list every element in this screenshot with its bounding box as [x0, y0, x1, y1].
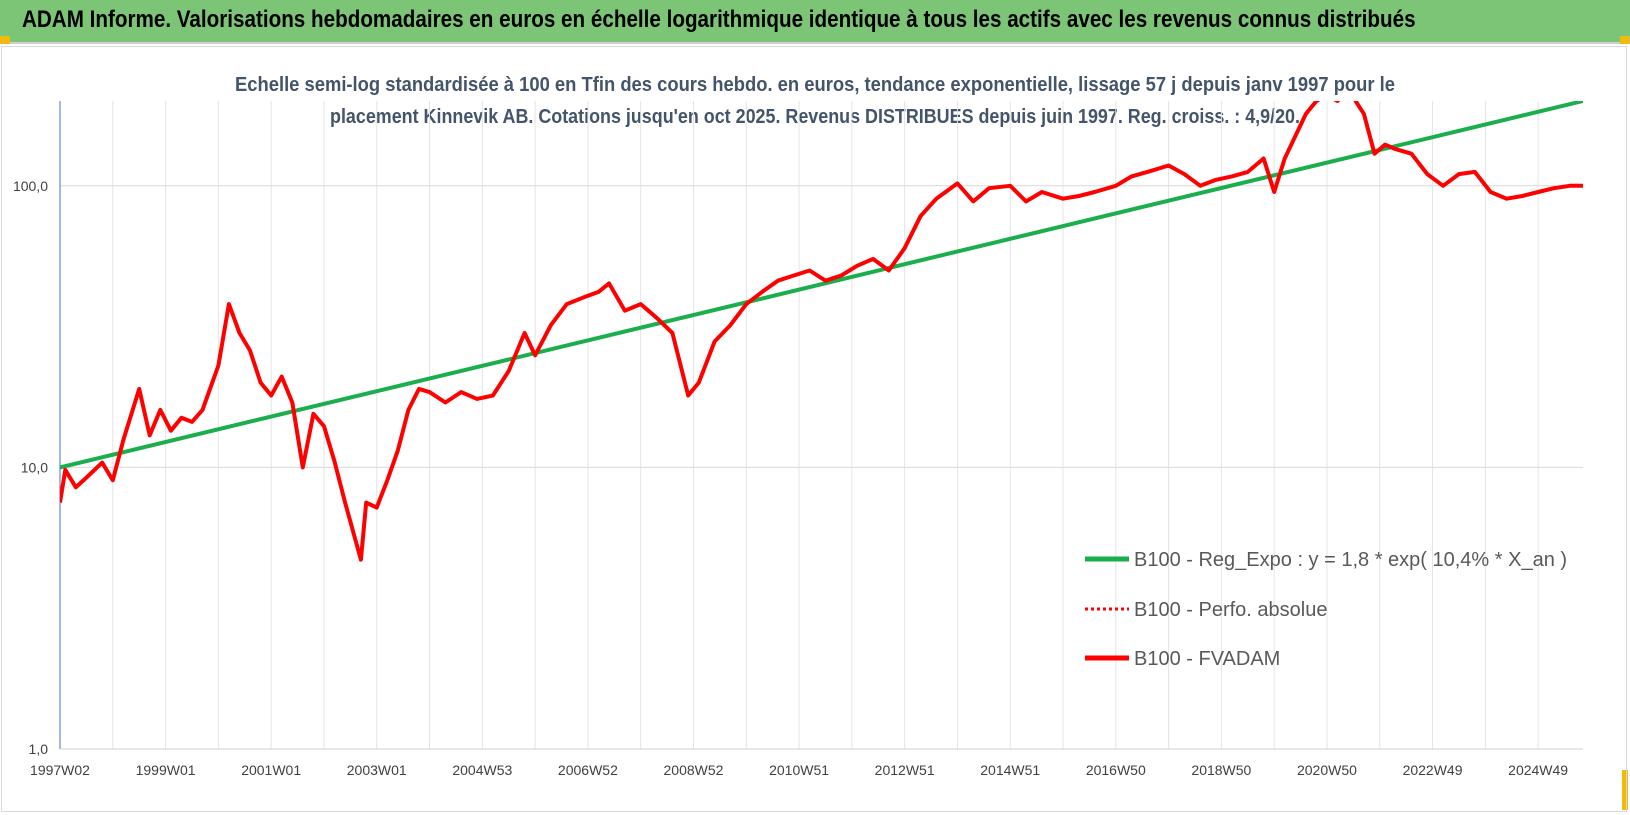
series-line-0 [60, 101, 1583, 470]
x-tick-label: 2006W52 [558, 762, 618, 778]
x-tick-label: 2016W50 [1086, 762, 1146, 778]
series [60, 101, 1583, 562]
x-tick-label: 2022W49 [1403, 762, 1463, 778]
chart-frame [1, 46, 1627, 812]
grid [60, 101, 1583, 750]
series-line-2 [60, 101, 1583, 562]
legend-label-1: B100 - Perfo. absolue [1134, 599, 1327, 621]
x-tick-label: 1999W01 [136, 762, 196, 778]
legend-label-2: B100 - FVADAM [1134, 648, 1280, 670]
x-tick-label: 2008W52 [664, 762, 724, 778]
x-tick-label: 2004W53 [452, 762, 512, 778]
x-tick-label: 2024W49 [1508, 762, 1568, 778]
x-tick-label: 2003W01 [347, 762, 407, 778]
axes: 1,0 10,0 100,0 1997W02 1999W01 2001W01 2003W01… [13, 101, 1583, 778]
chart-subtitle-line-1: Echelle semi-log standardisée à 100 en T… [235, 74, 1395, 96]
y-tick-label: 1,0 [29, 741, 49, 757]
legend: B100 - Reg_Expo : y = 1,8 * exp( 10,4% *… [1085, 549, 1567, 670]
x-tick-label: 2001W01 [241, 762, 301, 778]
y-tick-label: 100,0 [13, 178, 48, 194]
chart-subtitle-line-2: placement Kinnevik AB. Cotations jusqu'e… [330, 106, 1300, 128]
y-tick-label: 10,0 [21, 459, 48, 475]
legend-label-0: B100 - Reg_Expo : y = 1,8 * exp( 10,4% *… [1134, 549, 1567, 571]
x-tick-label: 2012W51 [875, 762, 935, 778]
corner-marker-left [0, 36, 10, 44]
x-tick-label: 2020W50 [1297, 762, 1357, 778]
header-bar: ADAM Informe. Valorisations hebdomadaire… [0, 0, 1630, 44]
x-tick-label: 2018W50 [1191, 762, 1251, 778]
corner-marker-bottom-right [1622, 770, 1628, 810]
page-title: ADAM Informe. Valorisations hebdomadaire… [22, 6, 1416, 33]
corner-marker-right [1620, 36, 1630, 44]
x-tick-label: 2010W51 [769, 762, 829, 778]
x-tick-label: 2014W51 [980, 762, 1040, 778]
x-tick-label: 1997W02 [30, 762, 90, 778]
